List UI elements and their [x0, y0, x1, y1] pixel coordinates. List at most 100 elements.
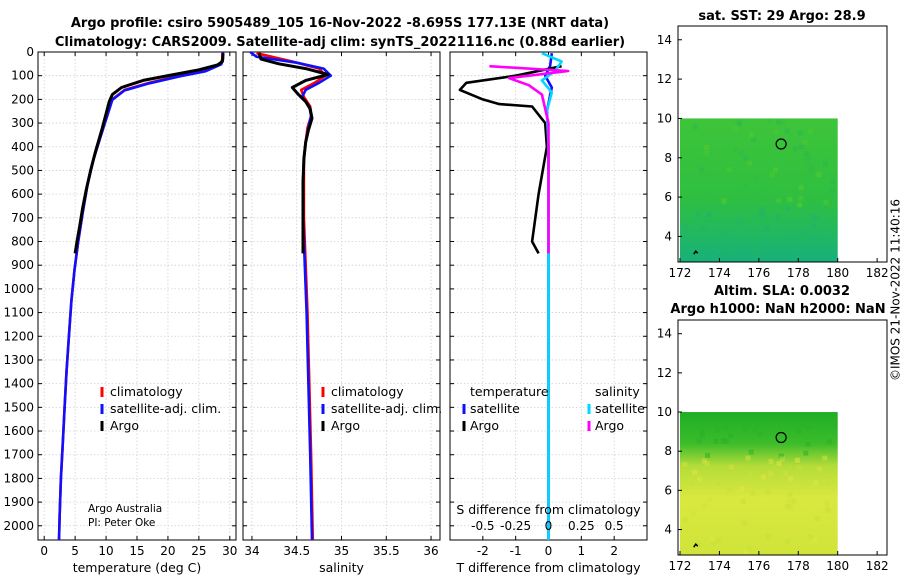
difference-legend-label: satellite: [595, 401, 645, 416]
sst_map-field-cell: [812, 233, 818, 239]
sla_map-field-cell: [727, 487, 733, 493]
sla_map-field-cell: [701, 530, 707, 536]
depth-ytick-label: 700: [11, 211, 34, 225]
sst_map-field-cell: [802, 230, 808, 236]
sla_map-field-cell: [822, 455, 828, 461]
sla_map-field-cell: [707, 496, 713, 502]
sst_map-field-cell: [785, 206, 791, 212]
sst_map-field-cell: [775, 119, 781, 125]
temperature-xlabel: temperature (deg C): [73, 560, 202, 575]
depth-ytick-label: 1400: [3, 377, 34, 391]
depth-ytick-label: 1000: [3, 282, 34, 296]
sst_map-field-cell: [799, 144, 805, 150]
salinity-xlabel: salinity: [319, 560, 364, 575]
difference-series-line: [489, 64, 570, 254]
sst_map-field-cell: [758, 212, 764, 218]
sla_map-field-cell: [715, 427, 721, 433]
sst_map-field-cell: [810, 216, 816, 222]
sla_map-field-cell: [816, 466, 822, 472]
sla_map-field-cell: [829, 473, 835, 479]
sla_map-xtick-label: 176: [747, 559, 770, 573]
sst_map-field-cell: [816, 172, 822, 178]
sst_map-field-cell: [793, 145, 799, 151]
salinity-xtick-label: 36: [423, 544, 438, 558]
temperature-series-line: [57, 52, 224, 541]
sla_map-field-cell: [792, 484, 798, 490]
sst_map-field-cell: [806, 164, 812, 170]
sst_map-field-cell: [830, 188, 836, 194]
sla_map-field-cell: [682, 461, 688, 467]
sst_map-field-cell: [803, 158, 809, 164]
sst_map-field-cell: [716, 248, 722, 254]
sla_map-xtick-label: 178: [787, 559, 810, 573]
salinity-xtick-label: 34: [244, 544, 259, 558]
sla_map-field-cell: [765, 489, 771, 495]
sla_map-field-cell: [750, 490, 756, 496]
sla_map-field-cell: [690, 511, 696, 517]
sla_map-field-cell: [697, 476, 703, 482]
sla_map-field-cell: [760, 474, 766, 480]
sst_map-field-cell: [683, 223, 689, 229]
sla_map-field-cell: [728, 464, 734, 470]
sst_map-field-cell: [830, 178, 836, 184]
sst_map-field-cell: [804, 151, 810, 157]
salinity-legend-label: satellite-adj. clim.: [331, 401, 442, 416]
sst_map-field-cell: [726, 243, 732, 249]
sla_map-field-cell: [773, 475, 779, 481]
difference-sal-tick-label: 0: [545, 519, 553, 533]
sst_map-field-cell: [753, 175, 759, 181]
difference-xtick-label: -2: [477, 544, 489, 558]
sla_map-field-cell: [723, 423, 729, 429]
sst_map-field-cell: [743, 155, 749, 161]
sla_map-field-cell: [787, 492, 793, 498]
sla_map-field-cell: [746, 546, 752, 552]
sst_map-field-cell: [733, 125, 739, 131]
sst_map-field-cell: [797, 130, 803, 136]
sla_map-field-cell: [791, 498, 797, 504]
difference-xlabel: T difference from climatology: [455, 560, 641, 575]
sst_map-field-cell: [784, 128, 790, 134]
sla_map-field-cell: [826, 439, 832, 445]
sst_map-field-cell: [773, 129, 779, 135]
sst_map-field-cell: [776, 198, 782, 204]
temperature-xtick-label: 10: [98, 544, 113, 558]
temperature-legend-label: Argo: [110, 418, 139, 433]
difference-legend-label: Argo: [470, 418, 499, 433]
sst_map-argo-position-marker: [775, 138, 787, 150]
sst_map-field-cell: [698, 165, 704, 171]
temperature-axes-frame: [37, 51, 237, 541]
sla_map-field-cell: [778, 453, 784, 459]
sst_map-field-cell: [754, 252, 760, 258]
sst_map-field-cell: [787, 197, 793, 203]
sst_map-field-cell: [704, 145, 710, 151]
sla_map-field-cell: [701, 458, 707, 464]
sla_map-field-cell: [728, 433, 734, 439]
sst_map-field-cell: [701, 155, 707, 161]
sst_map-field-cell: [743, 183, 749, 189]
sst_map-field-cell: [792, 149, 798, 155]
sla_map-field-cell: [812, 538, 818, 544]
sst_map-field: [679, 118, 838, 262]
salinity-profile-panel: 34 34.5 35 35.5 36 salinity climatology satelli…: [242, 50, 442, 575]
sla_map-field-cell: [710, 536, 716, 542]
sst_map-field-cell: [710, 150, 716, 156]
depth-ytick-label: 0: [26, 45, 34, 59]
sla_map-field-cell: [757, 420, 763, 426]
sla_map-field-cell: [783, 470, 789, 476]
sla_map-field-cell: [699, 429, 705, 435]
sla_map-ytick-label: 14: [657, 327, 672, 341]
difference-sal-tick-label: -0.25: [500, 519, 531, 533]
salinity-xtick-label: 35: [334, 544, 349, 558]
temperature-xtick-label: 20: [160, 544, 175, 558]
sst_map-field-cell: [779, 120, 785, 126]
depth-ytick-label: 1100: [3, 306, 34, 320]
sst_map-ytick-label: 6: [664, 190, 672, 204]
sla_map-field-cell: [768, 458, 774, 464]
sst_map-field-cell: [774, 214, 780, 220]
salinity-legend-label: climatology: [331, 384, 404, 399]
sst_map-field-cell: [823, 199, 829, 205]
difference-xtick-label: 0: [545, 544, 553, 558]
sla_map-xtick-label: 182: [866, 559, 889, 573]
difference-xtick-label: 2: [610, 544, 618, 558]
sst_map-field-cell: [769, 172, 775, 178]
